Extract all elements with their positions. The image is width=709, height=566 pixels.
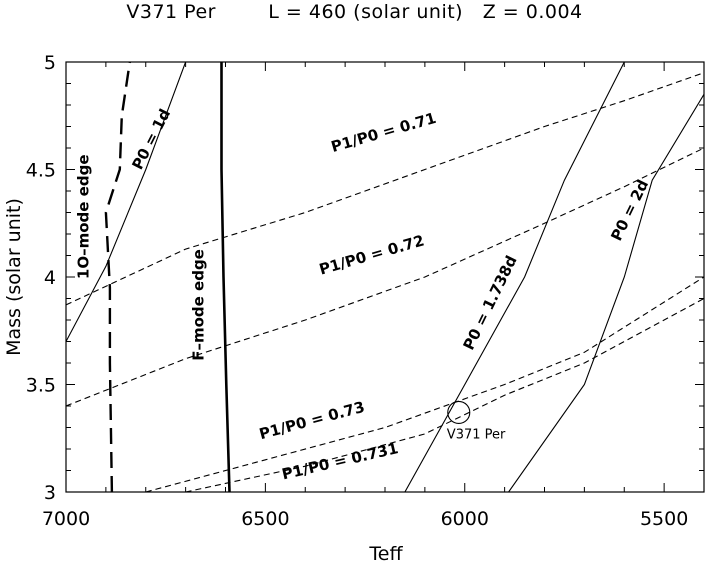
y-tick-label-2: 4	[44, 267, 56, 289]
x-tick-label-0: 7000	[42, 508, 90, 530]
series-line-8	[185, 298, 704, 492]
series-line-3	[404, 62, 625, 492]
series-label-6: P1/P0 = 0.72	[317, 231, 426, 278]
series-line-7	[145, 276, 704, 492]
x-tick-label-1: 6500	[241, 508, 289, 530]
y-tick-label-0: 3	[44, 482, 56, 504]
y-axis-title: Mass (solar unit)	[3, 198, 25, 356]
y-tick-label-1: 3.5	[26, 375, 56, 397]
chart-title: V371 Per L = 460 (solar unit) Z = 0.004	[126, 1, 582, 23]
series-label-5: P1/P0 = 0.71	[329, 109, 438, 156]
series-line-1	[220, 62, 231, 492]
star-marker	[447, 400, 471, 425]
y-tick-label-3: 4.5	[26, 160, 56, 182]
series-line-2	[66, 62, 187, 342]
series-line-6	[66, 147, 704, 407]
series-line-4	[508, 94, 704, 492]
series-label-2: P0 = 1d	[128, 106, 174, 173]
series-label-0: 1O–mode edge	[75, 155, 93, 280]
x-axis-title: Teff	[368, 543, 403, 565]
series-line-5	[66, 72, 704, 306]
star-marker-label: V371 Per	[447, 427, 506, 442]
x-tick-label-2: 6000	[441, 508, 489, 530]
series-label-1: F–mode edge	[190, 249, 208, 361]
series-line-0	[104, 62, 131, 492]
series-label-8: P1/P0 = 0.731	[280, 439, 400, 483]
x-tick-label-3: 5500	[640, 508, 688, 530]
y-tick-label-4: 5	[44, 52, 56, 74]
series-label-4: P0 = 2d	[607, 177, 652, 244]
